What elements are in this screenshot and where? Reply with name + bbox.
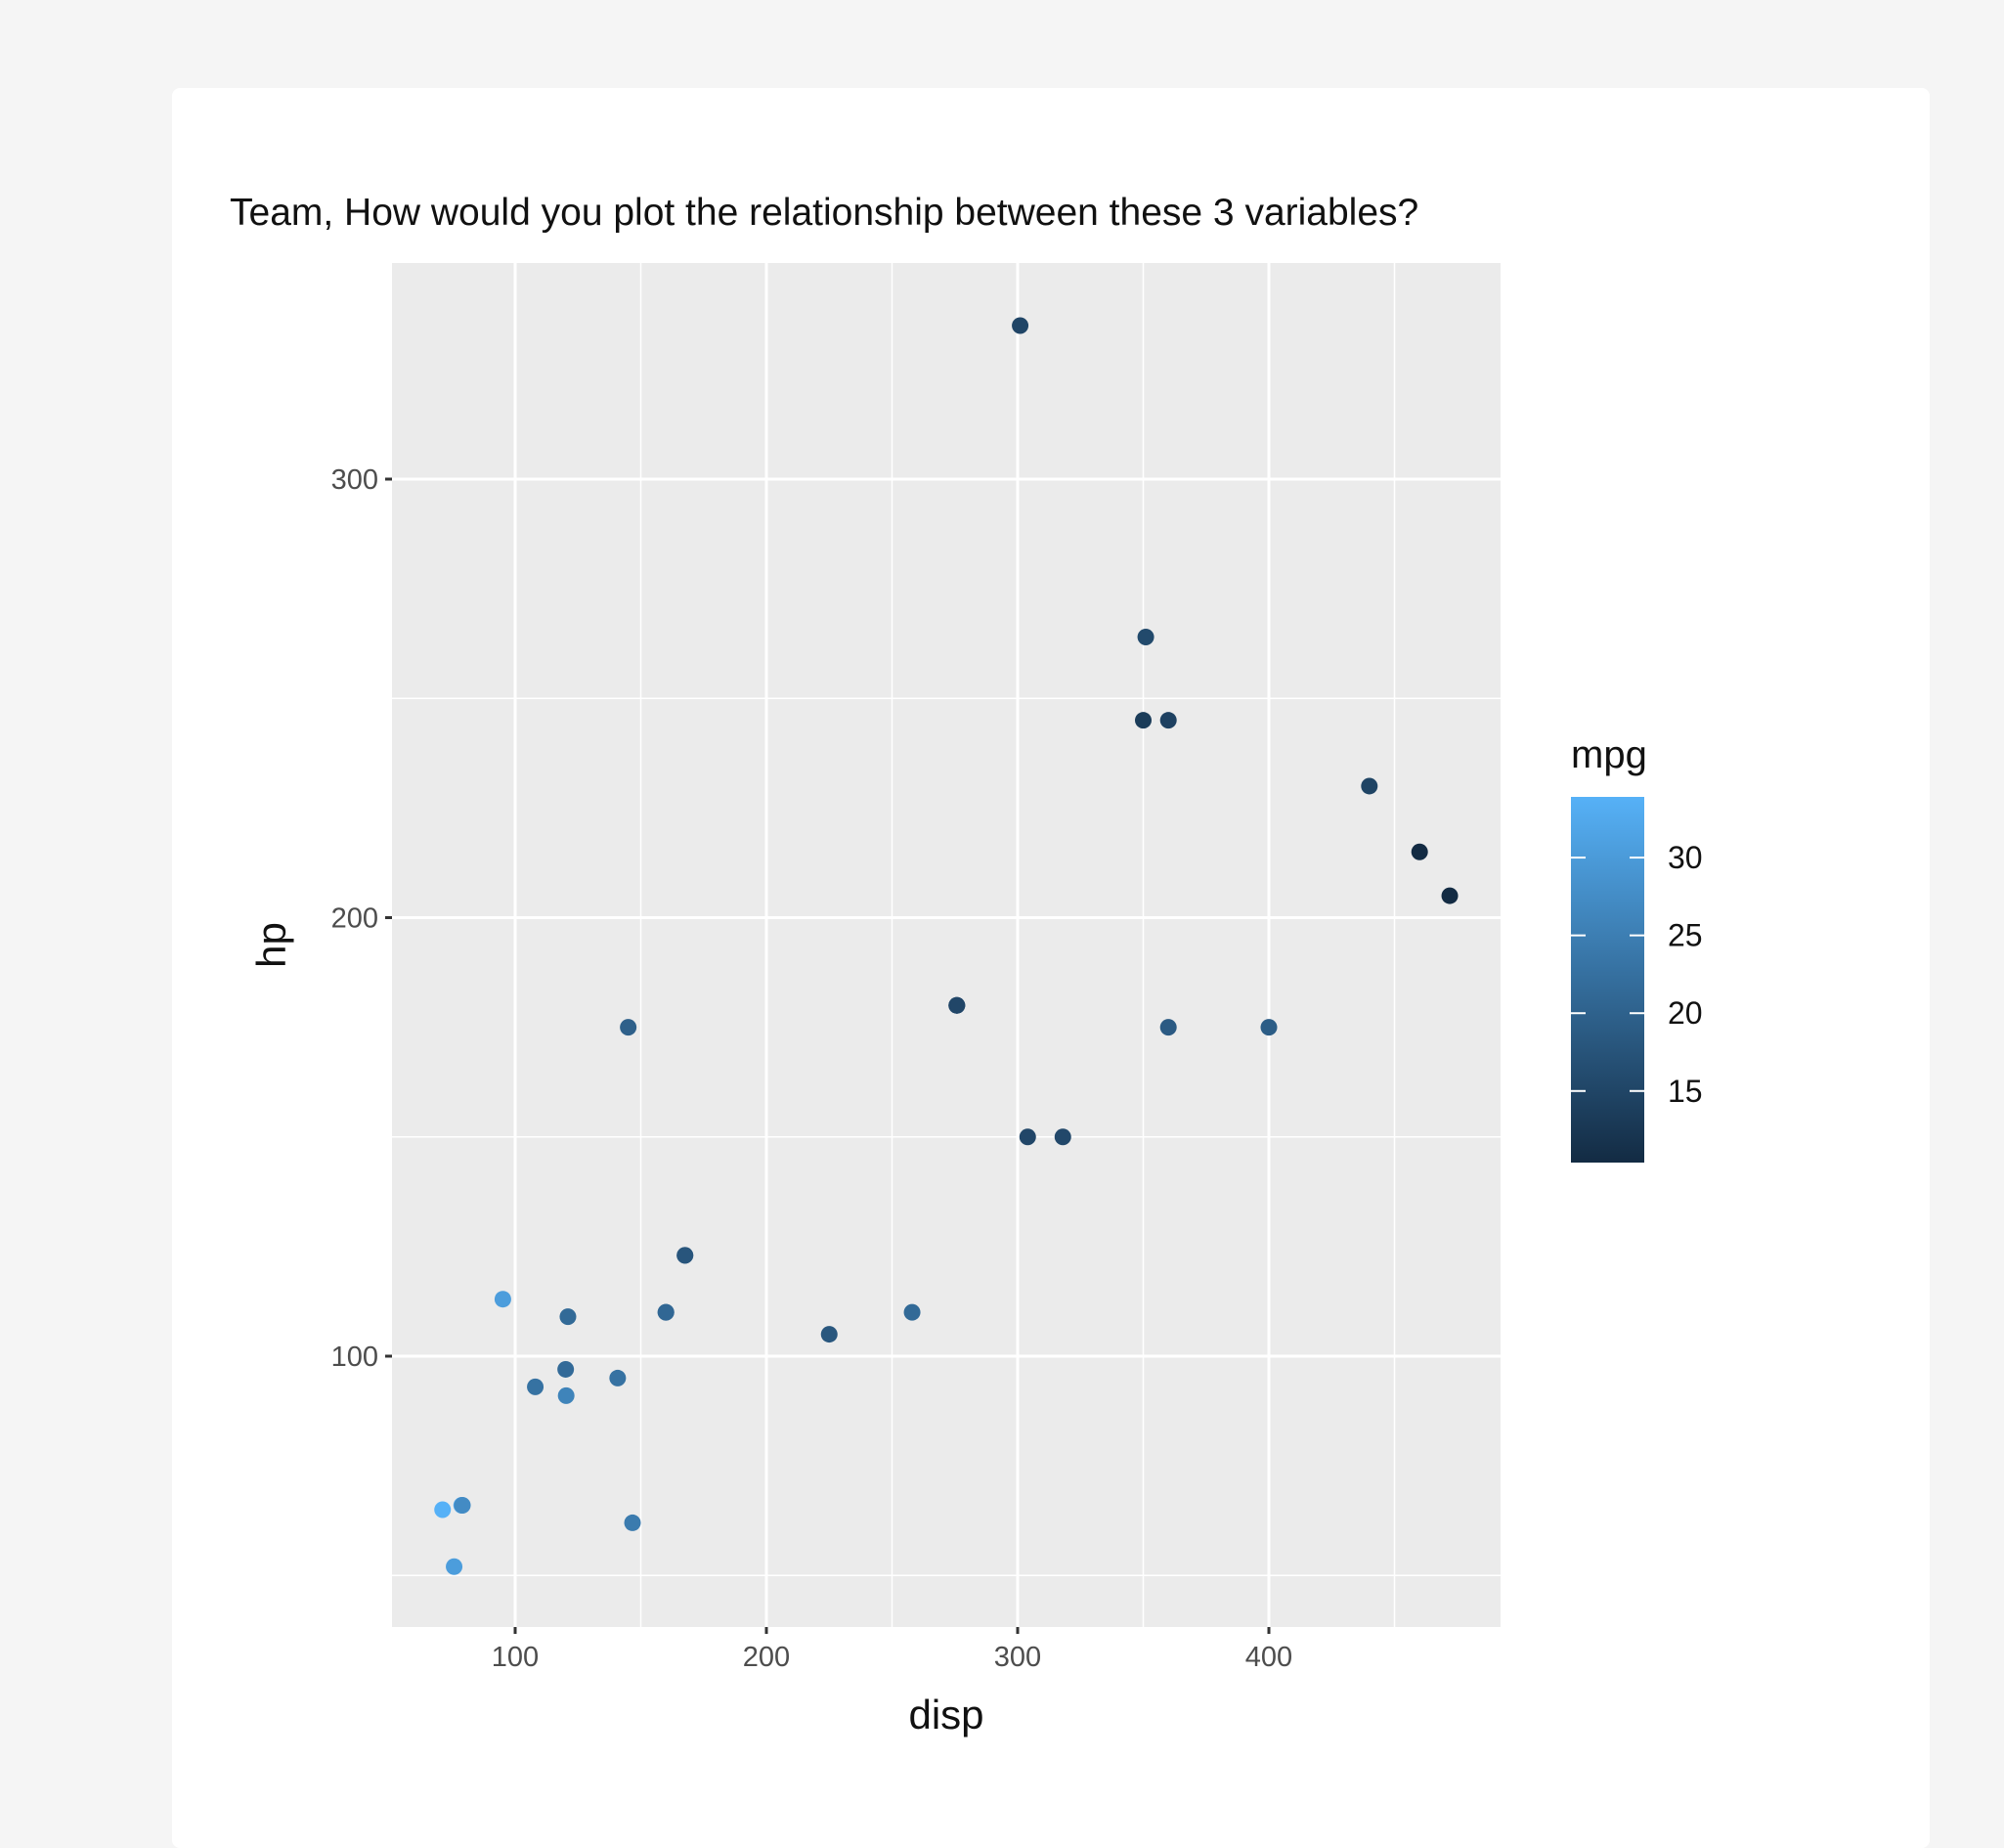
data-point — [527, 1378, 545, 1395]
data-point — [903, 1303, 921, 1321]
x-tick-label: 300 — [994, 1642, 1041, 1673]
data-point — [434, 1501, 452, 1518]
post-text: Team, How would you plot the relationshi… — [230, 192, 1419, 234]
legend-tick-label: 15 — [1668, 1074, 1703, 1109]
y-axis-title: hp — [248, 922, 294, 968]
data-point — [657, 1303, 675, 1321]
data-point — [1135, 712, 1152, 729]
data-point — [557, 1360, 575, 1378]
legend-tick-label: 30 — [1668, 840, 1703, 875]
data-point — [1012, 317, 1029, 334]
data-point — [1441, 887, 1459, 904]
data-point — [1411, 843, 1428, 860]
data-point — [1159, 712, 1177, 729]
colorbar — [1571, 797, 1644, 1163]
y-tick-label: 100 — [331, 1342, 378, 1373]
data-point — [1137, 628, 1154, 645]
x-tick-label: 400 — [1245, 1642, 1292, 1673]
scatter-chart: 100 200 300 400 100 200 300 disp hp mpg 15 20 25 30 — [248, 263, 1703, 1738]
data-point — [620, 1019, 637, 1036]
data-point — [609, 1369, 627, 1386]
data-point — [1260, 1019, 1278, 1036]
data-point — [494, 1291, 511, 1308]
legend-tick-label: 20 — [1668, 995, 1703, 1031]
data-point — [557, 1386, 575, 1404]
y-tick-label: 300 — [331, 464, 378, 496]
y-tick-label: 200 — [331, 903, 378, 935]
data-point — [948, 996, 966, 1014]
plot-panel — [392, 263, 1501, 1627]
x-tick-label: 100 — [492, 1642, 539, 1673]
data-point — [820, 1326, 838, 1343]
legend-tick-label: 25 — [1668, 918, 1703, 953]
data-point — [446, 1558, 463, 1575]
data-point — [676, 1247, 694, 1264]
data-point — [624, 1514, 641, 1531]
data-point — [454, 1496, 471, 1514]
x-axis-title: disp — [908, 1692, 983, 1738]
data-point — [1019, 1128, 1036, 1146]
x-tick-label: 200 — [743, 1642, 790, 1673]
data-point — [559, 1308, 577, 1326]
data-point — [1054, 1128, 1071, 1146]
legend-title: mpg — [1571, 733, 1647, 776]
data-point — [1361, 777, 1378, 795]
data-point — [1159, 1019, 1177, 1036]
